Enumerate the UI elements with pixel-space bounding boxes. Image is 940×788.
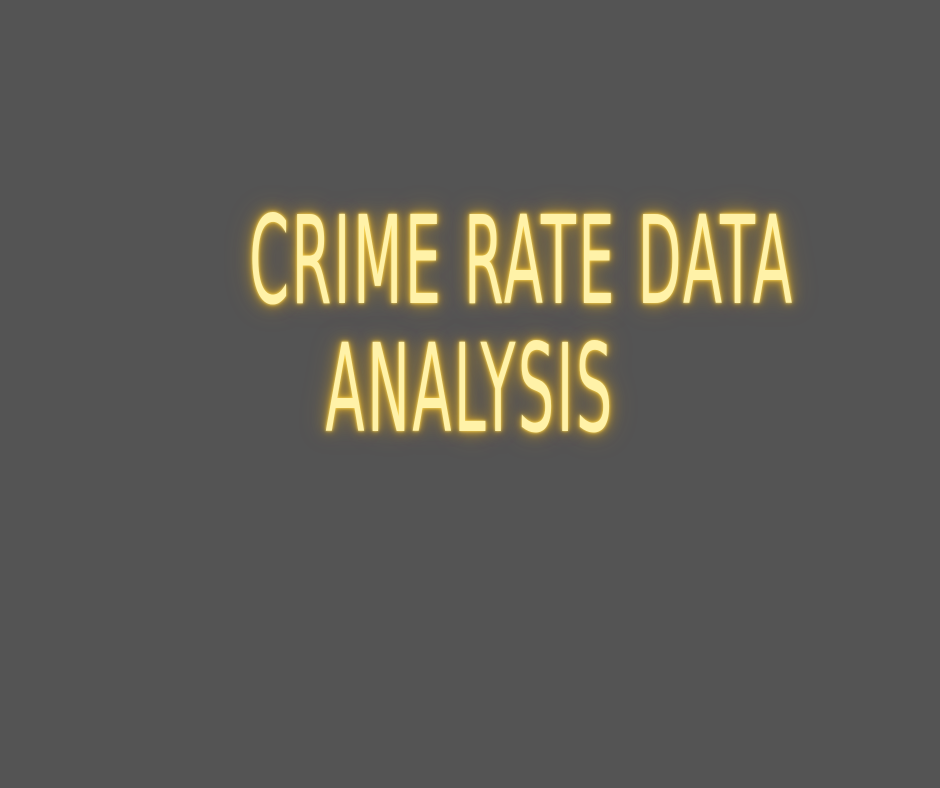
title-line-1: CRIME RATE DATA — [249, 190, 795, 332]
title-line-2: ANALYSIS — [325, 318, 615, 460]
page-title: CRIME RATE DATA ANALYSIS — [0, 200, 940, 450]
